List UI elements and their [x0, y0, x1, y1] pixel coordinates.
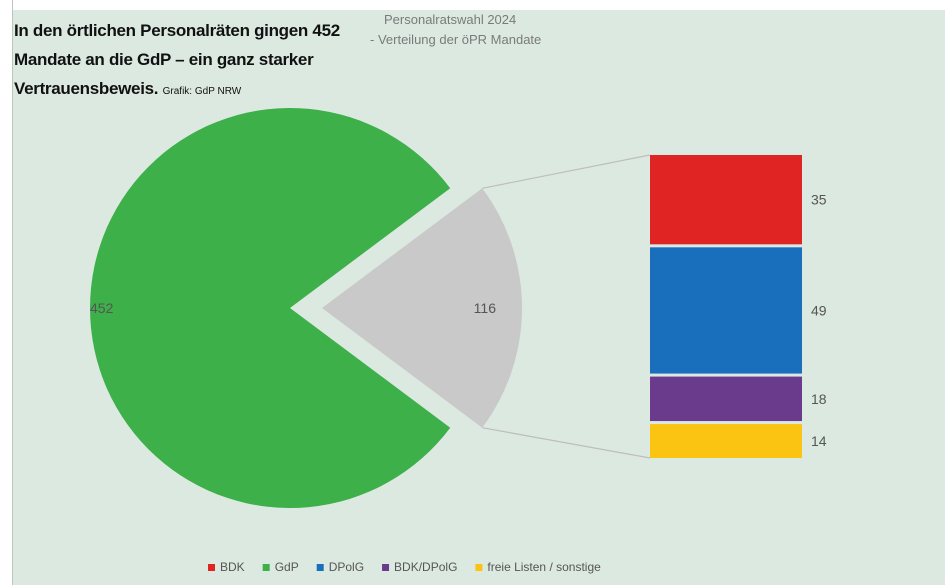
left-divider — [0, 0, 13, 585]
bar-segment-bdk-dpolg — [650, 376, 802, 422]
legend-label-freie-listen-sonstige: freie Listen / sonstige — [487, 560, 601, 574]
headline: In den örtlichen Personalräten gingen 45… — [14, 16, 374, 106]
legend-label-dpolg: DPolG — [329, 560, 364, 574]
legend: BDK GdP DPolG BDK/DPolG freie Listen / sonst… — [208, 560, 601, 574]
legend-swatch-bdk-dpolg — [382, 564, 390, 571]
headline-text: In den örtlichen Personalräten gingen 45… — [14, 21, 340, 98]
pie-slice-gdp — [89, 107, 451, 509]
pie-label-gdp: 452 — [90, 300, 114, 316]
stacked-bar: 35 49 18 14 — [650, 155, 827, 458]
image-credit: Grafik: GdP NRW — [162, 86, 242, 97]
bar-label-bdk: 35 — [811, 192, 827, 208]
chart-title: Personalratswahl 2024 - Verteilung der ö… — [370, 10, 600, 50]
pie-chart: 452 116 — [89, 107, 522, 509]
legend-label-bdk: BDK — [220, 560, 245, 574]
connector-lines — [482, 154, 651, 459]
chart-title-line-1: Personalratswahl 2024 — [384, 12, 517, 27]
legend-label-bdk-dpolg: BDK/DPolG — [394, 560, 457, 574]
connector-line-bottom — [482, 427, 651, 459]
bar-segment-dpolg — [650, 247, 802, 374]
chart-title-line-2: - Verteilung der öPR Mandate — [370, 32, 542, 47]
bar-segment-freie-listen-sonstige — [650, 424, 802, 458]
legend-label-gdp: GdP — [275, 560, 299, 574]
bar-label-dpolg: 49 — [811, 302, 827, 318]
pie-label-other: 116 — [474, 300, 497, 316]
bar-label-freie-listen-sonstige: 14 — [811, 433, 827, 449]
bar-label-bdk-dpolg: 18 — [811, 391, 827, 407]
legend-swatch-freie-listen-sonstige — [475, 564, 483, 571]
legend-swatch-bdk — [208, 564, 215, 571]
legend-swatch-gdp — [262, 564, 270, 571]
connector-line-top — [482, 154, 651, 189]
pie-slice-other — [322, 188, 522, 428]
legend-swatch-dpolg — [316, 564, 324, 571]
bar-segment-bdk — [650, 155, 802, 245]
